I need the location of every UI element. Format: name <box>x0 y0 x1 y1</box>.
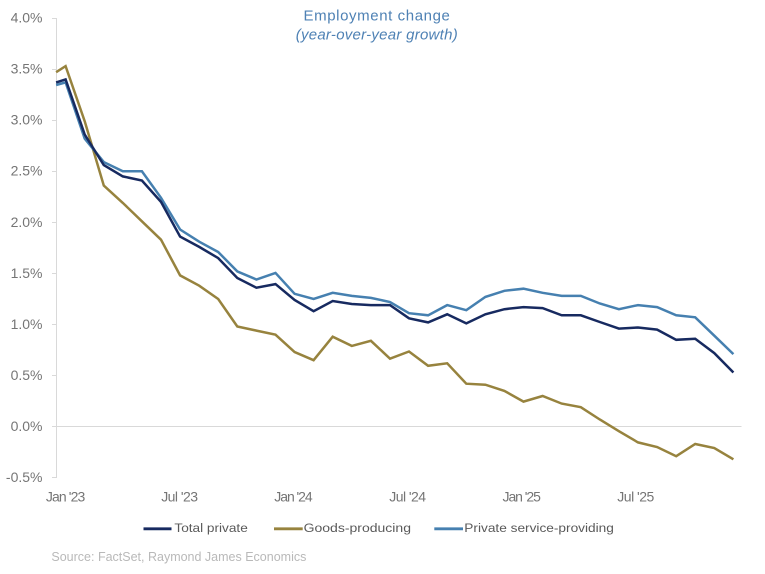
svg-text:Employment change: Employment change <box>304 7 450 24</box>
svg-text:4.0%: 4.0% <box>11 10 43 26</box>
svg-text:1.0%: 1.0% <box>11 316 43 332</box>
svg-text:0.5%: 0.5% <box>11 367 43 383</box>
svg-text:2.5%: 2.5% <box>11 163 43 179</box>
svg-text:Jul '25: Jul '25 <box>617 489 654 505</box>
svg-text:-0.5%: -0.5% <box>6 469 43 485</box>
svg-text:Jan '25: Jan '25 <box>503 489 542 505</box>
svg-text:Source: FactSet, Raymond James: Source: FactSet, Raymond James Economics <box>51 550 306 564</box>
svg-text:Jan '24: Jan '24 <box>274 489 313 505</box>
svg-text:Jul '24: Jul '24 <box>389 489 426 505</box>
svg-text:2.0%: 2.0% <box>11 214 43 230</box>
svg-text:0.0%: 0.0% <box>11 418 43 434</box>
svg-text:Total private: Total private <box>174 521 248 535</box>
svg-text:1.5%: 1.5% <box>11 265 43 281</box>
svg-text:(year-over-year growth): (year-over-year growth) <box>296 27 458 44</box>
svg-text:3.0%: 3.0% <box>11 112 43 128</box>
svg-text:Jan '23: Jan '23 <box>46 489 86 505</box>
svg-text:Goods-producing: Goods-producing <box>304 521 411 535</box>
svg-text:Private service-providing: Private service-providing <box>464 521 614 535</box>
svg-text:3.5%: 3.5% <box>11 61 43 77</box>
svg-text:Jul '23: Jul '23 <box>161 489 198 505</box>
